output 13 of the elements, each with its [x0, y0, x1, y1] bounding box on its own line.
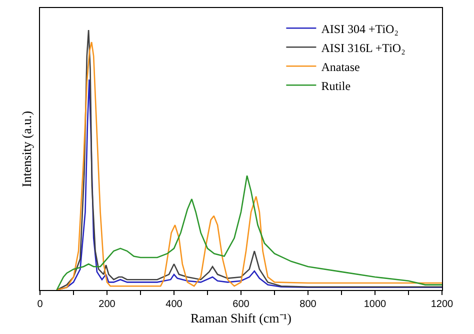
- x-tick-label: 400: [166, 299, 183, 310]
- x-tick-label: 200: [98, 299, 116, 310]
- x-axis-title: Raman Shift (cm⁻¹): [190, 310, 292, 326]
- x-tick-label: 0: [37, 299, 44, 310]
- x-tick-label: 600: [232, 299, 250, 310]
- legend-label: Anatase: [321, 60, 360, 74]
- legend-label: Rutile: [321, 78, 351, 93]
- x-tick-label: 1000: [364, 299, 387, 310]
- legend-label: AISI 304 +TiO₂: [321, 22, 398, 36]
- legend-label: AISI 316L +TiO₂: [321, 40, 406, 55]
- x-tick-label: 800: [300, 299, 317, 310]
- x-tick-label: 1200: [430, 299, 454, 310]
- y-axis-title: Intensity (a.u.): [18, 110, 34, 188]
